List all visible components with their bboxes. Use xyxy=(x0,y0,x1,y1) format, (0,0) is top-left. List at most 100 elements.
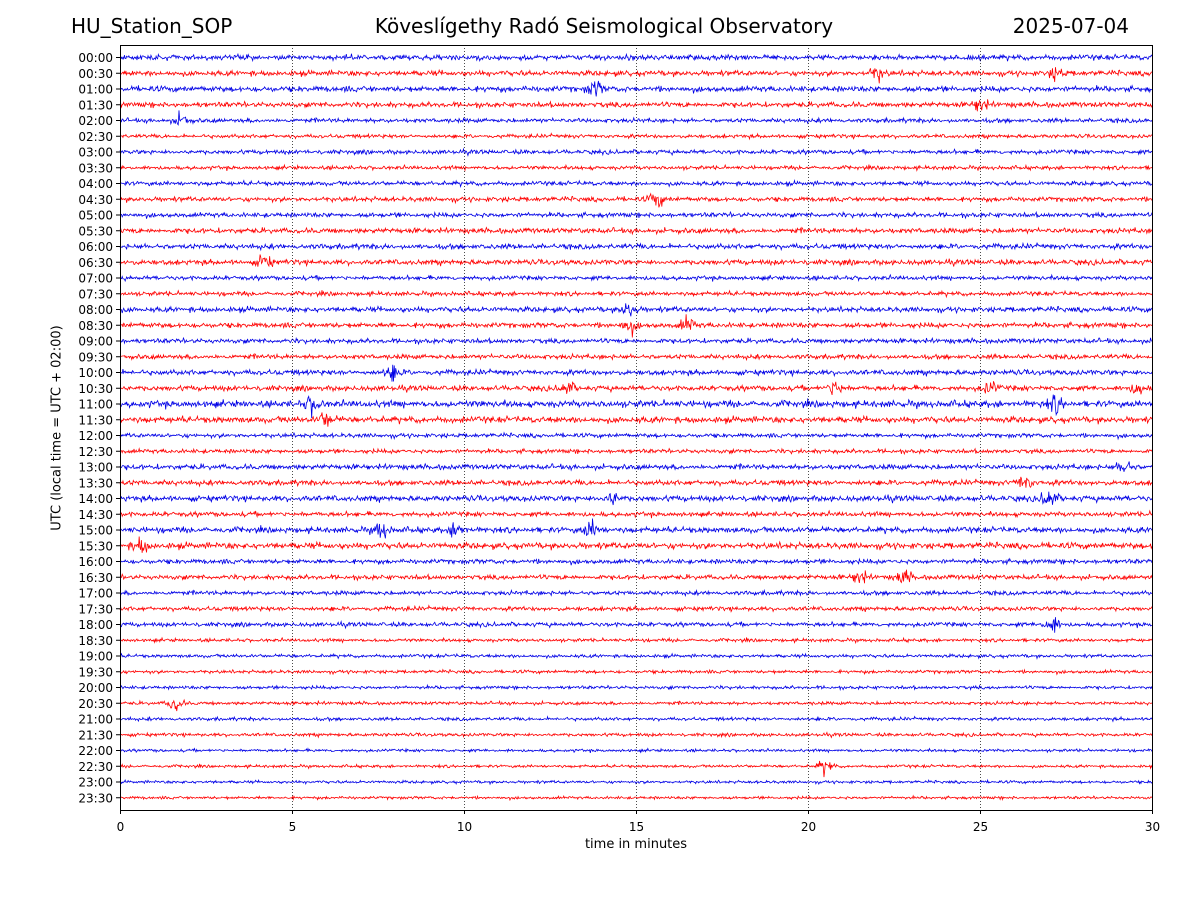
y-tick-label: 11:30 xyxy=(78,413,113,427)
trace-0800 xyxy=(119,303,1153,317)
y-tick-label: 22:30 xyxy=(78,760,113,774)
trace-1130 xyxy=(119,412,1153,427)
y-tick-label: 12:00 xyxy=(78,429,113,443)
y-tick-label: 16:30 xyxy=(78,571,113,585)
trace-1700 xyxy=(119,588,1153,597)
trace-0700 xyxy=(119,273,1153,283)
x-tick-label: 15 xyxy=(629,820,644,834)
y-tick-label: 17:30 xyxy=(78,602,113,616)
y-tick-label: 04:30 xyxy=(78,193,113,207)
y-tick-label: 09:00 xyxy=(78,335,113,349)
plot-date: 2025-07-04 xyxy=(1012,14,1129,38)
y-tick-label: 09:30 xyxy=(78,350,113,364)
trace-1500 xyxy=(119,518,1153,539)
trace-1930 xyxy=(119,668,1153,676)
trace-0900 xyxy=(119,336,1153,346)
trace-2230 xyxy=(119,760,1153,778)
y-tick-label: 14:00 xyxy=(78,492,113,506)
trace-1200 xyxy=(119,431,1153,441)
y-tick-label: 20:30 xyxy=(78,697,113,711)
x-axis-ticks: 0 5 10 15 20 25 30 xyxy=(117,810,1160,834)
y-axis-label: UTC (local time = UTC + 02:00) xyxy=(49,325,65,531)
y-tick-label: 02:30 xyxy=(78,130,113,144)
x-tick-label: 10 xyxy=(457,820,472,834)
observatory-title: Köveslígethy Radó Seismological Observat… xyxy=(374,14,834,38)
y-tick-label: 23:30 xyxy=(78,791,113,805)
y-tick-label: 01:30 xyxy=(78,98,113,112)
y-tick-label: 06:00 xyxy=(78,240,113,254)
x-axis-label: time in minutes xyxy=(584,837,688,852)
trace-1830 xyxy=(119,636,1153,645)
y-tick-label: 03:30 xyxy=(78,161,113,175)
trace-0730 xyxy=(119,289,1153,299)
y-tick-label: 05:30 xyxy=(78,224,113,238)
y-tick-label: 13:30 xyxy=(78,476,113,490)
trace-1730 xyxy=(119,604,1153,613)
trace-0430 xyxy=(119,192,1153,208)
trace-2200 xyxy=(119,747,1153,754)
x-tick-label: 30 xyxy=(1145,820,1160,834)
y-tick-label: 14:30 xyxy=(78,508,113,522)
y-tick-label: 21:30 xyxy=(78,728,113,742)
trace-0200 xyxy=(119,110,1153,126)
y-tick-label: 13:00 xyxy=(78,461,113,475)
trace-1100 xyxy=(119,394,1153,419)
trace-0600 xyxy=(119,241,1153,252)
y-tick-label: 19:30 xyxy=(78,665,113,679)
y-tick-label: 10:00 xyxy=(78,366,113,380)
y-tick-label: 15:30 xyxy=(78,539,113,553)
trace-1330 xyxy=(119,476,1153,489)
trace-0230 xyxy=(119,132,1153,141)
y-tick-label: 20:00 xyxy=(78,681,113,695)
trace-2000 xyxy=(119,683,1153,692)
trace-1900 xyxy=(119,652,1153,660)
trace-0100 xyxy=(119,80,1153,97)
y-tick-label: 02:00 xyxy=(78,114,113,128)
trace-1600 xyxy=(119,557,1153,566)
x-tick-label: 20 xyxy=(801,820,816,834)
trace-0000 xyxy=(119,52,1153,63)
y-tick-label: 23:00 xyxy=(78,776,113,790)
y-tick-label: 03:00 xyxy=(78,146,113,160)
trace-0130 xyxy=(119,99,1153,112)
trace-2100 xyxy=(119,715,1153,723)
trace-1430 xyxy=(119,509,1153,519)
y-tick-label: 04:00 xyxy=(78,177,113,191)
x-tick-label: 5 xyxy=(289,820,297,834)
trace-2030 xyxy=(119,698,1153,712)
grid-lines xyxy=(292,45,981,810)
y-tick-label: 00:30 xyxy=(78,67,113,81)
y-tick-label: 15:00 xyxy=(78,524,113,538)
trace-1300 xyxy=(119,461,1153,472)
y-tick-label: 11:00 xyxy=(78,398,113,412)
trace-1630 xyxy=(119,569,1153,584)
trace-0300 xyxy=(119,147,1153,157)
y-tick-label: 05:00 xyxy=(78,209,113,223)
trace-2300 xyxy=(119,778,1153,786)
trace-1230 xyxy=(119,447,1153,456)
trace-0400 xyxy=(119,178,1153,188)
y-tick-label: 18:30 xyxy=(78,634,113,648)
trace-1030 xyxy=(119,381,1153,396)
y-tick-label: 07:30 xyxy=(78,287,113,301)
trace-0030 xyxy=(119,67,1153,84)
y-tick-label: 21:00 xyxy=(78,713,113,727)
y-tick-label: 19:00 xyxy=(78,650,113,664)
y-tick-label: 06:30 xyxy=(78,256,113,270)
y-tick-label: 08:30 xyxy=(78,319,113,333)
trace-2330 xyxy=(119,794,1153,802)
y-tick-label: 17:00 xyxy=(78,587,113,601)
trace-1400 xyxy=(119,491,1153,506)
y-tick-label: 08:00 xyxy=(78,303,113,317)
y-tick-label: 12:30 xyxy=(78,445,113,459)
trace-1800 xyxy=(119,617,1153,633)
trace-2130 xyxy=(119,731,1153,739)
trace-0330 xyxy=(119,163,1153,172)
y-tick-label: 01:00 xyxy=(78,83,113,97)
trace-0930 xyxy=(119,352,1153,362)
trace-1000 xyxy=(119,364,1153,382)
y-tick-label: 22:00 xyxy=(78,744,113,758)
